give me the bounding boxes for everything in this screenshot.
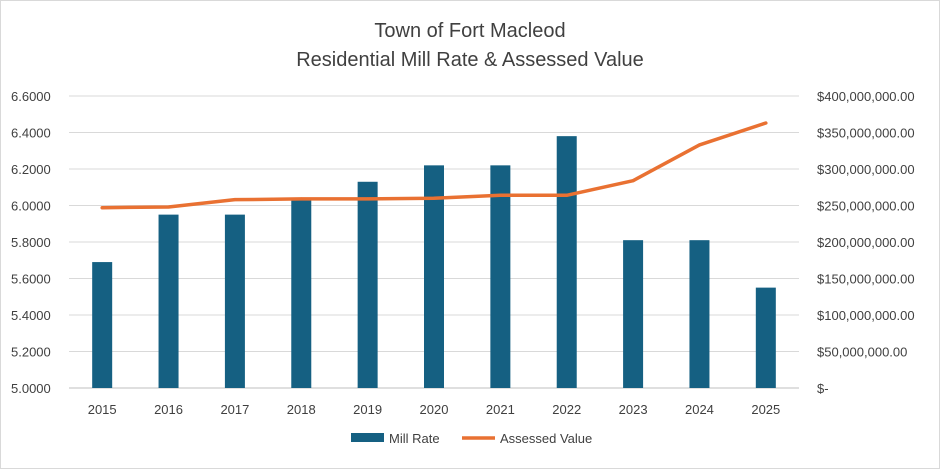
right-axis-tick-label: $200,000,000.00 [817, 235, 915, 250]
x-axis-tick-label: 2020 [420, 402, 449, 417]
bar-mill-rate-2023 [623, 240, 644, 388]
right-axis-tick-label: $50,000,000.00 [817, 345, 907, 360]
x-axis-tick-label: 2015 [88, 402, 117, 417]
point-assessed-value-2016 [167, 205, 171, 209]
x-axis-tick-label: 2021 [486, 402, 515, 417]
right-axis-tick-label: $150,000,000.00 [817, 272, 915, 287]
left-axis-tick-label: 5.6000 [11, 272, 51, 287]
point-assessed-value-2020 [432, 196, 436, 200]
left-axis-tick-label: 5.2000 [11, 345, 51, 360]
bar-mill-rate-2024 [689, 240, 710, 388]
right-axis-tick-label: $250,000,000.00 [817, 199, 915, 214]
legend-label-mill-rate: Mill Rate [389, 431, 440, 446]
right-axis-tick-label: $- [817, 381, 829, 396]
point-assessed-value-2015 [100, 206, 104, 210]
left-axis-tick-label: 6.6000 [11, 89, 51, 104]
bar-mill-rate-2020 [424, 165, 444, 388]
bar-mill-rate-2017 [224, 214, 245, 388]
legend-label-assessed-value: Assessed Value [500, 431, 592, 446]
bar-mill-rate-2025 [755, 287, 776, 388]
right-axis-tick-label: $400,000,000.00 [817, 89, 915, 104]
point-assessed-value-2018 [299, 197, 303, 201]
chart-subtitle: Residential Mill Rate & Assessed Value [296, 49, 644, 71]
point-assessed-value-2017 [233, 198, 237, 202]
x-axis-tick-label: 2017 [220, 402, 249, 417]
x-axis-tick-label: 2024 [685, 402, 714, 417]
bar-mill-rate-2019 [357, 181, 378, 388]
bar-mill-rate-2021 [490, 165, 511, 388]
left-axis-tick-label: 5.0000 [11, 381, 51, 396]
point-assessed-value-2024 [697, 143, 701, 147]
left-axis-tick-label: 6.0000 [11, 199, 51, 214]
right-axis-tick-label: $100,000,000.00 [817, 308, 915, 323]
bar-mill-rate-2016 [158, 214, 179, 388]
bar-mill-rate-2015 [92, 262, 113, 388]
x-axis-tick-label: 2019 [353, 402, 382, 417]
left-axis-tick-label: 6.4000 [11, 126, 51, 141]
x-axis-tick-label: 2025 [751, 402, 780, 417]
chart-title: Town of Fort Macleod [374, 20, 565, 42]
bar-mill-rate-2018 [291, 198, 312, 388]
point-assessed-value-2023 [631, 179, 635, 183]
point-assessed-value-2019 [366, 197, 370, 201]
left-axis-tick-label: 5.8000 [11, 235, 51, 250]
left-axis-tick-label: 6.2000 [11, 162, 51, 177]
point-assessed-value-2021 [498, 193, 502, 197]
x-axis-tick-label: 2023 [619, 402, 648, 417]
right-axis-tick-label: $300,000,000.00 [817, 162, 915, 177]
x-axis-tick-label: 2018 [287, 402, 316, 417]
x-axis-tick-label: 2016 [154, 402, 183, 417]
x-axis-tick-label: 2022 [552, 402, 581, 417]
right-axis-tick-label: $350,000,000.00 [817, 126, 915, 141]
point-assessed-value-2022 [565, 193, 569, 197]
point-assessed-value-2025 [764, 121, 768, 125]
bar-mill-rate-2022 [556, 136, 577, 388]
legend-swatch-mill-rate [351, 433, 384, 442]
left-axis-tick-label: 5.4000 [11, 308, 51, 323]
